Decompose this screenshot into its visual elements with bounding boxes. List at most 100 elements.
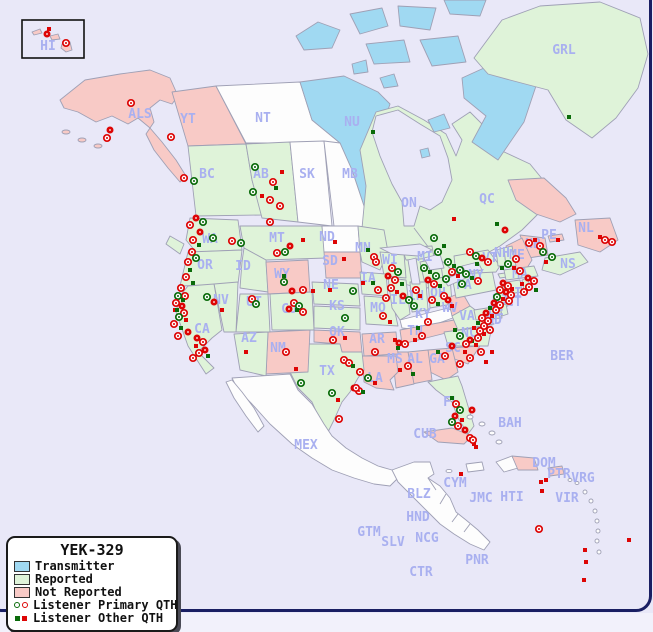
listener-primary-qth-red [188,353,198,363]
listener-other-qth-red [413,338,417,342]
listener-other-qth-green [188,268,192,272]
listener-other-qth-red [584,560,588,564]
region-label-yt: YT [180,112,196,127]
listener-primary-qth-green [191,253,201,263]
listener-other-qth-green [179,326,183,330]
aleutian-island [77,137,87,143]
listener-cluster-red [478,254,486,262]
listener-other-qth-red [342,257,346,261]
listener-primary-qth-green [340,313,350,323]
legend-title: YEK-329 [60,541,124,559]
listener-other-qth-red [627,538,631,542]
region-label-hti: HTI [500,490,523,505]
listener-primary-qth-green [251,299,261,309]
listener-cluster-red [285,305,293,313]
region-label-or: OR [197,258,213,273]
listener-primary-qth-red [483,316,493,326]
listener-cluster-red [461,426,469,434]
arctic-island [397,5,437,31]
lake-superior [379,243,433,257]
listener-primary-qth-red [485,325,495,335]
listener-primary-qth-green [404,295,414,305]
listener-other-qth-red [336,398,340,402]
region-ut [235,293,271,333]
listener-primary-qth-green [457,279,467,289]
legend-label: Reported [35,572,93,586]
region-label-qc: QC [479,192,495,207]
listener-cluster-red [395,339,403,347]
listener-other-qth-green [371,130,375,134]
antilles-island [594,518,600,524]
listener-primary-qth-green [441,274,451,284]
listener-other-qth-green [450,396,454,400]
listener-primary-qth-red [298,285,308,295]
listener-primary-qth-green [174,312,184,322]
listener-other-qth-red [472,442,476,446]
listener-cluster-red [210,298,218,306]
listener-primary-qth-green [419,263,429,273]
region-ms [391,351,415,389]
region-label-ctr: CTR [409,565,433,580]
listener-primary-qth-red [378,311,388,321]
listener-cluster-red [178,302,186,310]
listener-primary-qth-green [547,252,557,262]
listener-other-qth-red [343,336,347,340]
listener-other-qth-red [244,350,248,354]
region-als-panhandle [145,127,187,183]
listener-other-qth-red [452,217,456,221]
listener-other-qth-green [206,354,210,358]
listener-primary-qth-green [443,257,453,267]
region-label-blz: BLZ [407,487,431,502]
listener-primary-qth-red [334,414,344,424]
legend-row-not-reported: Not Reported [14,585,170,599]
listener-primary-qth-red [427,295,437,305]
listener-primary-qth-green [173,291,183,301]
listener-primary-qth-red [227,236,237,246]
region-label-ar: AR [369,332,385,347]
other-qth-red-square-icon [22,615,27,621]
listener-other-qth-red [393,338,397,342]
listener-primary-qth-red [479,321,489,331]
antilles-island [594,538,600,544]
listener-other-qth-green [411,372,415,376]
listener-other-qth-green [274,186,278,190]
arctic-island [295,21,341,51]
region-mn [357,225,389,271]
region-ar [361,331,399,357]
listener-other-qth-red [512,266,516,270]
listener-other-qth-red [460,418,464,422]
listener-primary-qth-green [202,292,212,302]
region-label-mex: MEX [294,438,318,453]
southampton-island [427,113,451,133]
listener-other-qth-red [388,320,392,324]
listener-other-qth-green [475,262,479,266]
region-baja [225,379,265,433]
hudson-bay-island [419,147,431,159]
listener-other-qth-green [534,288,538,292]
lake-huron [423,253,445,271]
listener-primary-qth-red [455,359,465,369]
region-label-nd: ND [319,230,335,245]
listener-other-qth-red [520,282,524,286]
listener-primary-qth-red [451,399,461,409]
listener-primary-qth-red [176,283,186,293]
listener-primary-qth-red [473,276,483,286]
listener-primary-qth-red [183,257,193,267]
region-label-sk: SK [299,167,315,182]
listener-other-qth-red [260,194,264,198]
listener-primary-qth-green [236,238,246,248]
listener-other-qth-red [472,326,476,330]
bahama-island [495,439,503,445]
primary-qth-green-circle-icon [14,602,20,608]
listener-cluster-red [288,287,296,295]
listener-primary-qth-red [61,38,71,48]
border-ctr [463,523,471,533]
listener-primary-qth-red [447,267,457,277]
listener-other-qth-red [311,289,315,293]
listener-other-qth-green [361,390,365,394]
listener-primary-qth-red [477,313,487,323]
antilles-island [596,549,602,555]
hawaii-island [49,33,61,41]
listener-primary-qth-red [185,220,195,230]
